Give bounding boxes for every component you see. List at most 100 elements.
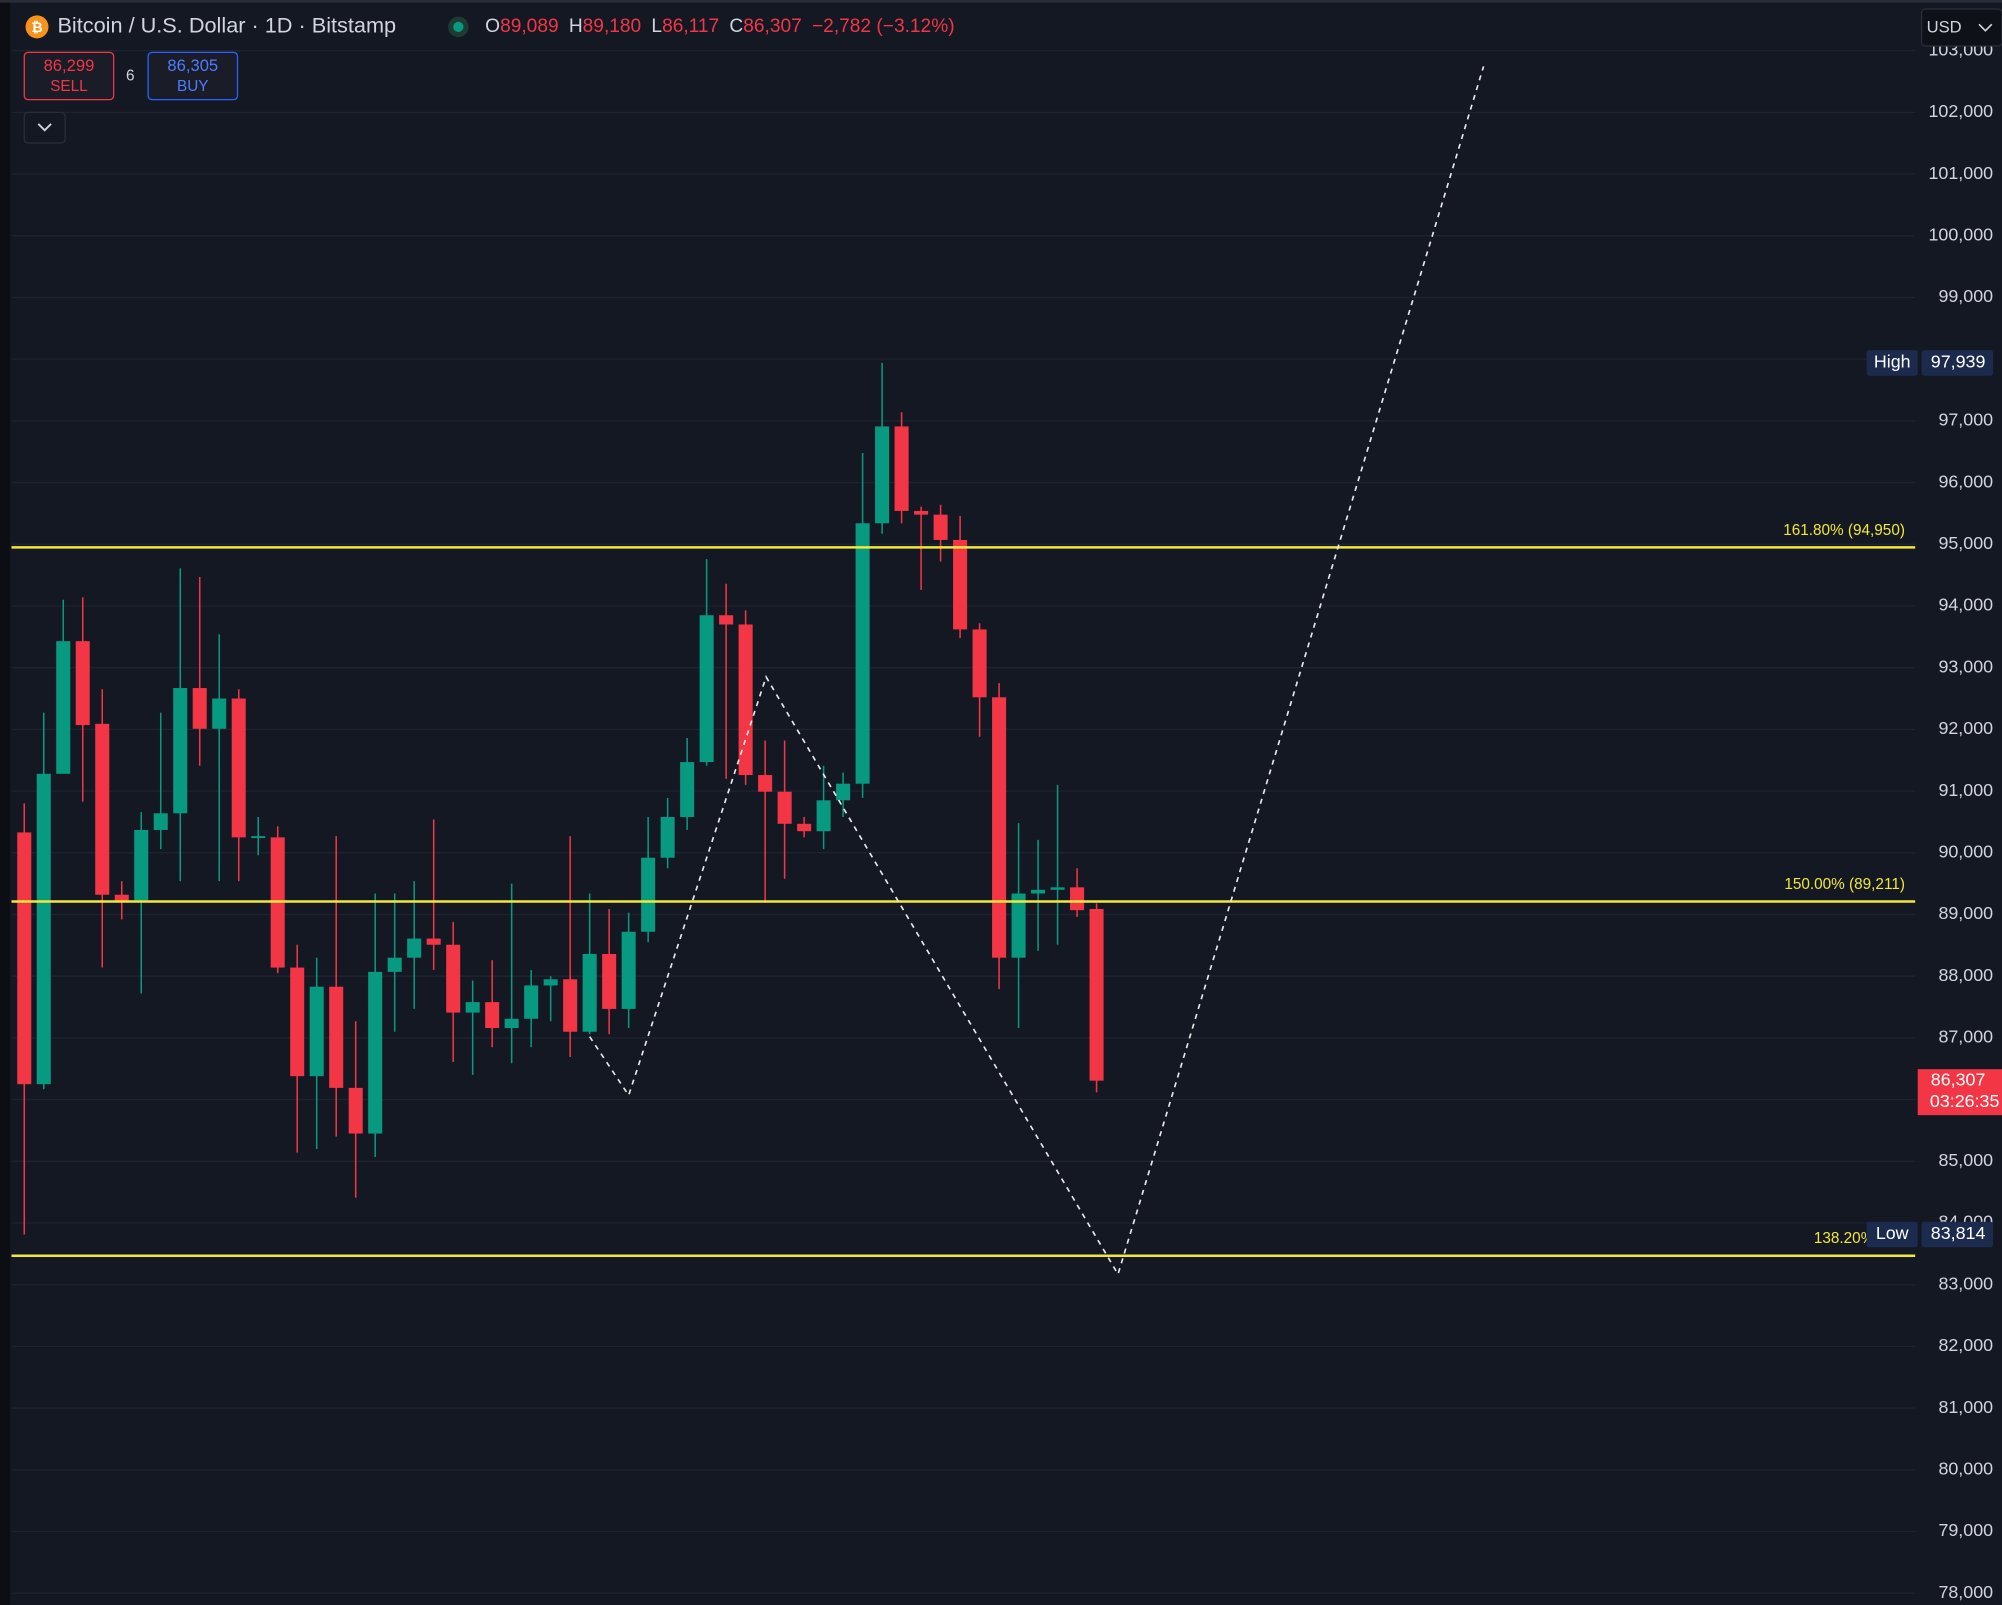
candle-body xyxy=(465,1002,480,1013)
candle-body xyxy=(290,967,305,1077)
fib-label: 161.80% (94,950) xyxy=(1783,522,1905,539)
chevron xyxy=(37,123,52,132)
candle-body xyxy=(36,773,51,1085)
sell-button[interactable] xyxy=(23,51,115,101)
candle-body xyxy=(933,514,948,540)
candle-body xyxy=(56,641,71,774)
y-tick-label: 93,000 xyxy=(1938,656,1993,676)
fib-label: 150.00% (89,211) xyxy=(1784,876,1905,893)
candle-body xyxy=(719,615,734,625)
candle-body xyxy=(621,931,636,1009)
y-tick-label: 83,000 xyxy=(1938,1273,1993,1293)
y-tick-label: 89,000 xyxy=(1938,903,1993,923)
y-tick-label: 88,000 xyxy=(1938,965,1993,985)
candle-body xyxy=(1050,887,1065,890)
ohlc-key: L xyxy=(651,16,662,37)
y-tick-label: 78,000 xyxy=(1938,1582,1993,1602)
candle-body xyxy=(309,986,324,1077)
ohlc-legend: O89,089 H89,180 L86,117 C86,307 −2,782 (−3.1… xyxy=(485,16,954,37)
candle-body xyxy=(368,971,383,1134)
candle-body xyxy=(680,762,695,818)
marker-value: 97,939 xyxy=(1931,352,1986,372)
candle-body xyxy=(699,615,714,763)
candle-body xyxy=(914,510,929,515)
candle-body xyxy=(75,641,90,726)
marker-value-box xyxy=(1921,1221,1994,1248)
ohlc-key: O xyxy=(485,16,500,37)
buy-button[interactable] xyxy=(147,51,239,101)
y-tick-label: 87,000 xyxy=(1938,1027,1993,1047)
candle-body xyxy=(816,800,831,832)
y-tick-label: 97,000 xyxy=(1938,410,1993,430)
candle-body xyxy=(992,697,1007,958)
candle-body xyxy=(17,832,32,1085)
candle-body xyxy=(251,836,266,839)
countdown: 03:26:35 xyxy=(1930,1091,2000,1111)
ohlc-value: 89,180 xyxy=(583,16,642,37)
change: −2,782 (−3.12%) xyxy=(812,16,955,37)
coin-glyph: ₿ xyxy=(31,19,42,35)
sell-price: 86,299 xyxy=(44,56,95,75)
y-tick-label: 80,000 xyxy=(1938,1459,1993,1479)
marker-label: Low xyxy=(1876,1223,1909,1243)
marker-label: High xyxy=(1874,352,1911,372)
y-tick-label: 94,000 xyxy=(1938,595,1993,615)
candle-body xyxy=(426,938,441,945)
collapse-button[interactable] xyxy=(23,111,66,144)
y-tick-label: 85,000 xyxy=(1938,1150,1993,1170)
candle-body xyxy=(602,953,617,1009)
quantity[interactable]: 6 xyxy=(126,68,135,85)
candle-body xyxy=(855,523,870,784)
candle-body xyxy=(738,624,753,776)
candle-body xyxy=(114,894,129,902)
marker-tag xyxy=(1866,350,1918,376)
sell-label: SELL xyxy=(50,78,87,95)
candle-body xyxy=(153,813,168,830)
symbol-title[interactable]: Bitcoin / U.S. Dollar · 1D · Bitstamp xyxy=(57,13,396,38)
coin-icon xyxy=(25,15,49,39)
candle-body xyxy=(777,791,792,824)
candle-body xyxy=(563,979,578,1032)
marker-value: 83,814 xyxy=(1931,1223,1986,1243)
candle-body xyxy=(134,829,149,901)
marker-tag xyxy=(1866,1221,1918,1248)
candle-body xyxy=(446,944,461,1013)
candle-body xyxy=(1089,909,1104,1081)
y-tick-label: 91,000 xyxy=(1938,780,1993,800)
candle-body xyxy=(875,426,890,524)
top-edge xyxy=(0,0,2002,3)
status-dot xyxy=(453,21,464,32)
candle-body xyxy=(660,817,675,858)
y-tick-label: 96,000 xyxy=(1938,471,1993,491)
candle-body xyxy=(543,979,558,986)
candle-body xyxy=(329,986,344,1088)
candle-body xyxy=(1070,887,1085,911)
candle-body xyxy=(504,1018,519,1029)
candle-body xyxy=(407,938,422,958)
y-tick-label: 79,000 xyxy=(1938,1520,1993,1540)
candle-body xyxy=(836,783,851,801)
candle-body xyxy=(797,823,812,832)
candle-body xyxy=(485,1002,500,1029)
last-price: 86,307 xyxy=(1931,1069,1986,1089)
left-edge xyxy=(0,0,11,1605)
candle-body xyxy=(972,629,987,698)
candle-body xyxy=(1031,889,1046,894)
candle-body xyxy=(231,698,246,838)
candle-body xyxy=(894,426,909,511)
candle-body xyxy=(95,723,110,895)
candle-body xyxy=(1011,893,1026,958)
y-tick-label: 81,000 xyxy=(1938,1397,1993,1417)
candle-body xyxy=(212,698,227,729)
candle-body xyxy=(192,688,207,729)
candle-body xyxy=(582,953,597,1032)
ohlc-key: H xyxy=(569,16,583,37)
y-tick-label: 100,000 xyxy=(1929,224,1994,244)
candle-body xyxy=(387,957,402,972)
last-price-box xyxy=(1917,1069,2002,1116)
y-tick-label: 102,000 xyxy=(1929,101,1994,121)
projection-path xyxy=(588,66,1485,1277)
candle-body xyxy=(348,1087,363,1134)
y-tick-label: 95,000 xyxy=(1938,533,1993,553)
marker-value-box xyxy=(1921,350,1994,376)
